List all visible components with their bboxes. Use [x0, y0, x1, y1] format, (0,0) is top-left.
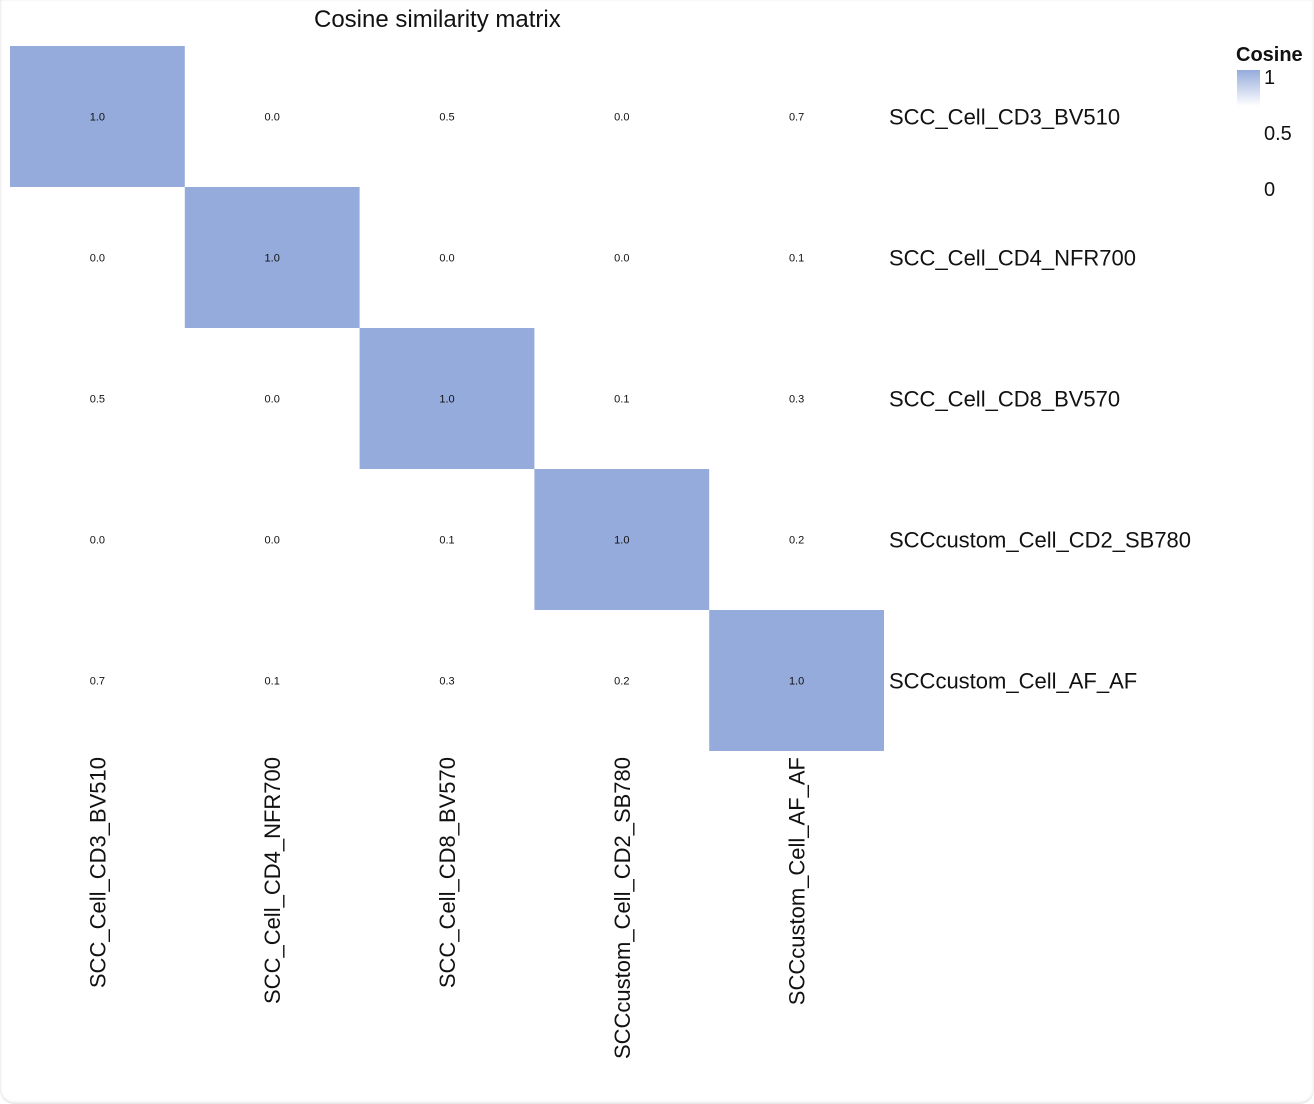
cell-value-label: 0.0 [265, 535, 280, 547]
heatmap-cell [359, 328, 535, 469]
cell-value-label: 0.1 [614, 394, 629, 406]
heatmap-cell [709, 610, 884, 751]
legend-colorbar [1237, 70, 1260, 106]
column-label: SCCcustom_Cell_AF_AF [785, 757, 810, 1005]
heatmap-cell [184, 187, 360, 328]
row-label: SCC_Cell_CD4_NFR700 [889, 246, 1136, 271]
cell-value-label: 0.0 [614, 112, 629, 124]
cell-value-label: 0.5 [90, 394, 105, 406]
column-label: SCCcustom_Cell_CD2_SB780 [610, 757, 635, 1059]
cell-value-label: 0.3 [439, 676, 454, 688]
cell-value-label: 0.1 [789, 253, 804, 265]
cell-value-label: 0.7 [90, 676, 105, 688]
cell-value-label: 0.7 [789, 112, 804, 124]
column-label: SCC_Cell_CD8_BV570 [435, 757, 460, 988]
legend-title: Cosine [1236, 44, 1303, 66]
cell-value-label: 0.0 [614, 253, 629, 265]
cell-value-label: 0.2 [789, 535, 804, 547]
row-label: SCC_Cell_CD8_BV570 [889, 387, 1120, 412]
cell-value-label: 0.0 [90, 535, 105, 547]
cell-value-label: 1.0 [90, 112, 105, 124]
heatmap-cell [10, 46, 185, 187]
cell-value-label: 0.2 [614, 676, 629, 688]
legend-tick: 0 [1264, 179, 1276, 201]
cell-value-label: 1.0 [439, 394, 454, 406]
cell-value-label: 0.1 [265, 676, 280, 688]
legend-tick: 1 [1264, 67, 1276, 89]
cell-value-label: 0.0 [265, 112, 280, 124]
cell-value-label: 1.0 [265, 253, 280, 265]
heatmap-cell [534, 469, 710, 610]
cell-value-label: 1.0 [614, 535, 629, 547]
row-label: SCCcustom_Cell_CD2_SB780 [889, 528, 1191, 553]
cell-value-label: 0.0 [439, 253, 454, 265]
cell-value-label: 0.0 [90, 253, 105, 265]
chart-title: Cosine similarity matrix [314, 6, 561, 33]
cell-value-label: 0.5 [439, 112, 454, 124]
column-label: SCC_Cell_CD4_NFR700 [260, 757, 285, 1004]
column-label: SCC_Cell_CD3_BV510 [85, 757, 110, 988]
cell-value-label: 1.0 [789, 676, 804, 688]
legend-tick: 0.5 [1264, 123, 1292, 145]
cell-value-label: 0.3 [789, 394, 804, 406]
cell-value-label: 0.1 [439, 535, 454, 547]
cell-value-label: 0.0 [265, 394, 280, 406]
row-label: SCCcustom_Cell_AF_AF [889, 669, 1137, 694]
row-label: SCC_Cell_CD3_BV510 [889, 105, 1120, 130]
